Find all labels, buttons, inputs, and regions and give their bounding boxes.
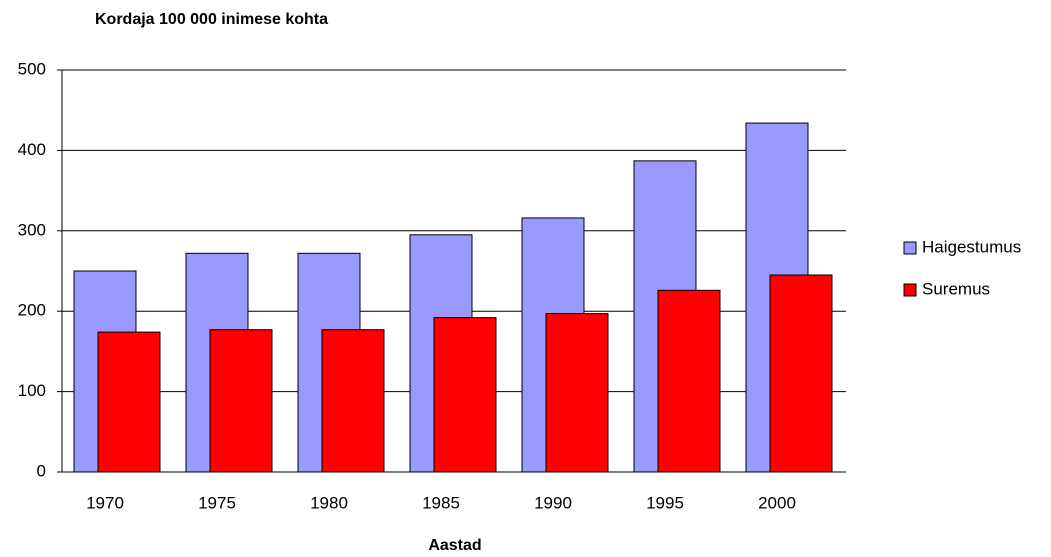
x-axis-label: Aastad: [428, 537, 481, 554]
bar: [97, 331, 161, 473]
y-tick-label: 100: [18, 381, 46, 400]
x-tick-label: 1970: [86, 493, 124, 512]
x-tick-label: 2000: [758, 493, 796, 512]
y-tick-label: 300: [18, 220, 46, 239]
y-tick-label: 200: [18, 301, 46, 320]
bar: [769, 274, 833, 473]
bar: [209, 329, 273, 473]
legend-swatch: [903, 241, 917, 255]
y-tick-label: 500: [18, 59, 46, 78]
bar: [321, 329, 385, 473]
legend-label: Suremus: [922, 279, 990, 298]
x-tick-label: 1980: [310, 493, 348, 512]
bar: [657, 289, 721, 473]
x-tick-label: 1975: [198, 493, 236, 512]
x-tick-label: 1990: [534, 493, 572, 512]
x-tick-label: 1985: [422, 493, 460, 512]
x-tick-label: 1995: [646, 493, 684, 512]
bar: [433, 317, 497, 473]
legend-label: Haigestumus: [922, 237, 1021, 256]
chart-title: Kordaja 100 000 inimese kohta: [95, 11, 328, 28]
bar: [545, 313, 609, 473]
y-tick-label: 0: [37, 461, 46, 480]
y-tick-label: 400: [18, 140, 46, 159]
legend-swatch: [903, 283, 917, 297]
